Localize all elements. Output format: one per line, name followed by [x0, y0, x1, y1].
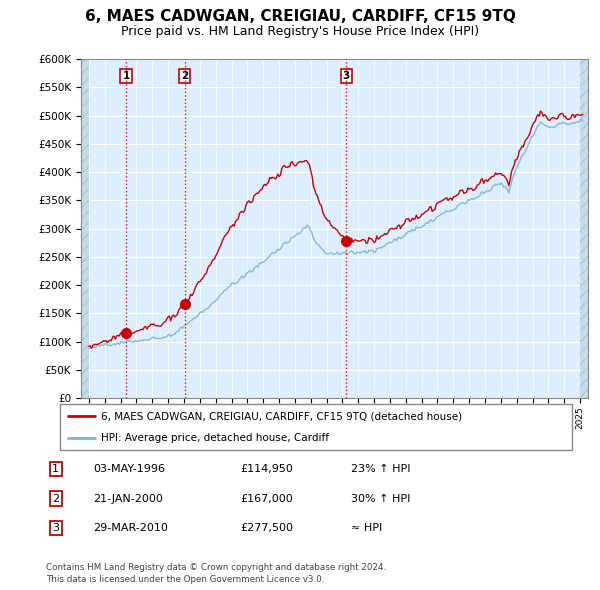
- Text: £114,950: £114,950: [240, 464, 293, 474]
- Text: 29-MAR-2010: 29-MAR-2010: [93, 523, 168, 533]
- Text: 6, MAES CADWGAN, CREIGIAU, CARDIFF, CF15 9TQ (detached house): 6, MAES CADWGAN, CREIGIAU, CARDIFF, CF15…: [101, 411, 462, 421]
- Text: 1: 1: [122, 71, 130, 81]
- Text: Contains HM Land Registry data © Crown copyright and database right 2024.
This d: Contains HM Land Registry data © Crown c…: [46, 563, 386, 584]
- Text: £167,000: £167,000: [240, 494, 293, 503]
- Bar: [81, 59, 89, 398]
- Text: 3: 3: [52, 523, 59, 533]
- Text: 2: 2: [52, 494, 59, 503]
- Text: ≈ HPI: ≈ HPI: [351, 523, 382, 533]
- Text: HPI: Average price, detached house, Cardiff: HPI: Average price, detached house, Card…: [101, 433, 329, 443]
- Bar: [580, 59, 588, 398]
- Text: 23% ↑ HPI: 23% ↑ HPI: [351, 464, 410, 474]
- Text: 2: 2: [181, 71, 188, 81]
- Text: 6, MAES CADWGAN, CREIGIAU, CARDIFF, CF15 9TQ: 6, MAES CADWGAN, CREIGIAU, CARDIFF, CF15…: [85, 9, 515, 24]
- Text: 21-JAN-2000: 21-JAN-2000: [93, 494, 163, 503]
- Text: 30% ↑ HPI: 30% ↑ HPI: [351, 494, 410, 503]
- Text: 3: 3: [343, 71, 350, 81]
- Text: £277,500: £277,500: [240, 523, 293, 533]
- Text: 03-MAY-1996: 03-MAY-1996: [93, 464, 165, 474]
- Text: Price paid vs. HM Land Registry's House Price Index (HPI): Price paid vs. HM Land Registry's House …: [121, 25, 479, 38]
- Text: 1: 1: [52, 464, 59, 474]
- FancyBboxPatch shape: [59, 404, 572, 450]
